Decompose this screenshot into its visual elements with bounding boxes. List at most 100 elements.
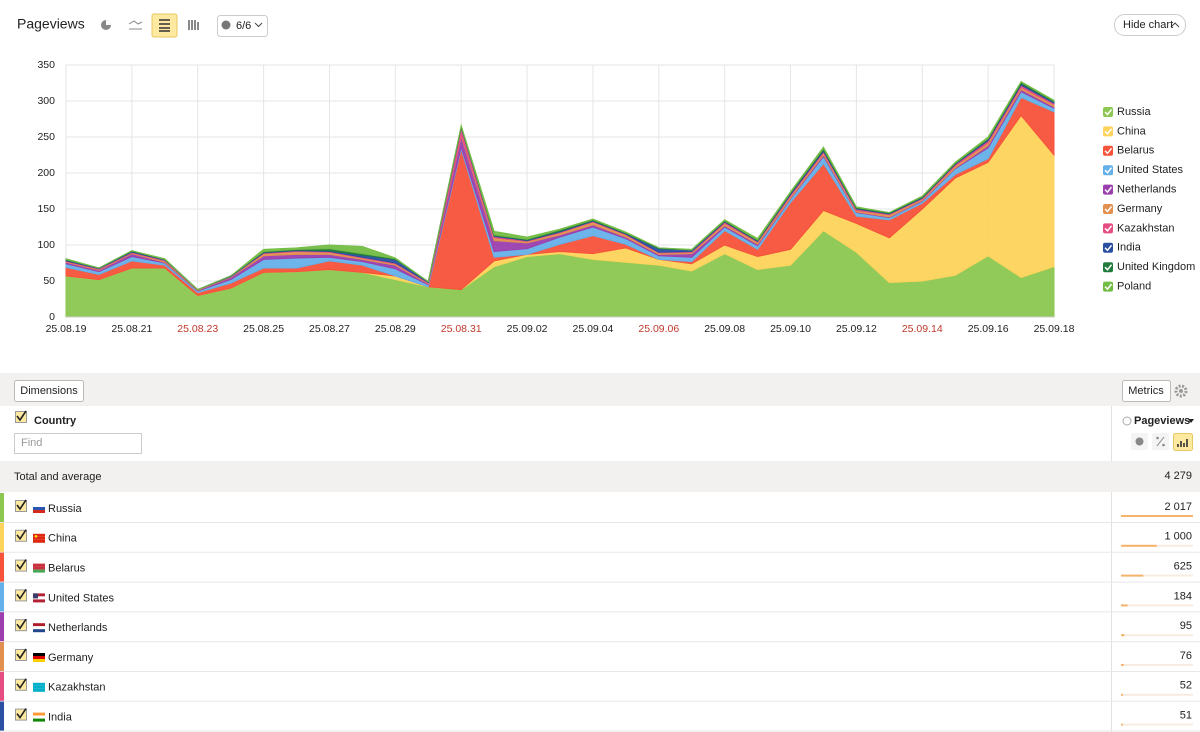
row-checkbox[interactable] [15, 678, 27, 691]
legend-item[interactable]: China [1103, 125, 1147, 137]
flag-stripe [33, 563, 45, 567]
value-bar-track [1121, 544, 1193, 547]
legend-item[interactable]: United States [1103, 164, 1184, 176]
legend-item[interactable]: India [1103, 242, 1142, 254]
flag-stripe [33, 566, 45, 570]
dimensions-button[interactable] [14, 380, 84, 402]
checkbox-box [15, 708, 27, 721]
legend-label: India [1117, 242, 1142, 254]
x-tick-label: 25.08.27 [309, 323, 350, 335]
table-row: Russia 2 017 [0, 493, 1200, 523]
checkbox-check [16, 708, 27, 719]
legend-swatch [1103, 281, 1113, 292]
legend-swatch [1103, 145, 1113, 156]
checkbox-check [16, 529, 27, 541]
metric-view-bars[interactable] [1173, 433, 1193, 451]
segments-count: 6/6 [236, 20, 251, 32]
flag-stripe [33, 682, 45, 686]
x-tick-label: 25.09.14 [902, 323, 943, 335]
value-bar [1121, 634, 1125, 637]
legend-check [1104, 206, 1113, 213]
row-checkbox[interactable] [15, 588, 27, 602]
metrics-button[interactable] [1122, 380, 1171, 402]
flag-stripe [33, 653, 45, 656]
flag-stripe [33, 507, 45, 510]
x-tick-label: 25.09.04 [572, 323, 613, 335]
table-row: United States 184 [0, 582, 1200, 613]
row-checkbox[interactable] [15, 499, 27, 512]
search-placeholder: Find [21, 437, 42, 449]
flag-stripe [33, 685, 45, 689]
legend-item[interactable]: Germany [1103, 203, 1163, 215]
metric-view-pie[interactable] [1131, 433, 1148, 450]
country-name: Kazakhstan [48, 682, 105, 694]
legend-item[interactable]: Russia [1103, 106, 1152, 118]
x-tick-label: 25.08.23 [177, 323, 218, 335]
x-tick-label: 25.08.31 [441, 323, 482, 335]
checkbox-box [15, 619, 27, 632]
total-value: 4 279 [1164, 470, 1192, 482]
value-bar-track [1121, 604, 1193, 607]
y-tick-label: 250 [37, 131, 55, 143]
segments-dropdown[interactable] [217, 15, 268, 37]
info-icon[interactable] [1122, 416, 1132, 426]
legend-item[interactable]: United Kingdom [1103, 261, 1195, 273]
dimension-checkbox[interactable] [15, 410, 27, 423]
legend-item[interactable]: Kazakhstan [1103, 222, 1174, 234]
checkbox-box [15, 589, 27, 602]
value-bar-track [1121, 664, 1193, 666]
row-checkbox[interactable] [15, 648, 27, 661]
row-color-stripe [0, 701, 4, 731]
row-checkbox[interactable] [15, 529, 27, 542]
legend-item[interactable]: Poland [1103, 281, 1151, 293]
table-row: Germany 76 [0, 642, 1200, 672]
row-checkbox[interactable] [15, 559, 27, 572]
value-bar [1121, 574, 1144, 577]
legend-check [1104, 109, 1113, 116]
title: Pageviews [17, 16, 85, 32]
value-bar-track [1121, 723, 1193, 726]
checkbox-box [15, 559, 27, 572]
hide-chart-button[interactable] [1114, 14, 1186, 36]
metric-view-percent[interactable] [1152, 433, 1169, 450]
settings-gear[interactable] [1174, 384, 1188, 398]
flag-stripe [33, 659, 45, 662]
row-color-stripe [0, 493, 4, 522]
chart-type-stacked[interactable] [151, 13, 178, 38]
chart-type-column[interactable] [188, 20, 199, 30]
legend-label: Kazakhstan [1117, 222, 1174, 234]
row-value: 1 000 [1164, 531, 1192, 543]
flag-stripe [33, 593, 45, 597]
value-bar-track [1121, 634, 1193, 637]
sort-arrow[interactable] [1188, 419, 1194, 423]
total-label: Total and average [14, 471, 101, 483]
total-row [0, 461, 1200, 492]
hide-chart-label: Hide chart [1123, 19, 1173, 31]
country-name: China [48, 533, 78, 545]
legend-swatch [1103, 184, 1113, 195]
row-checkbox[interactable] [15, 708, 27, 721]
country-name: United States [48, 592, 115, 604]
y-tick-label: 300 [37, 95, 55, 107]
flag-canton [33, 593, 38, 599]
row-checkbox[interactable] [15, 618, 27, 632]
legend-label: United States [1117, 164, 1184, 176]
country-name: Germany [48, 652, 94, 664]
table-row: Kazakhstan 52 [0, 671, 1200, 702]
search-input[interactable] [14, 433, 142, 454]
checkbox-check [16, 678, 27, 690]
legend-item[interactable]: Netherlands [1103, 184, 1177, 196]
legend-swatch [1103, 107, 1113, 117]
value-bar [1121, 693, 1123, 696]
legend-swatch [1103, 242, 1113, 253]
table-row: China 1 000 [0, 522, 1200, 553]
flag-stripe [33, 596, 45, 600]
chart-type-pie[interactable] [101, 20, 111, 30]
chart-type-line[interactable] [128, 20, 143, 30]
legend-label: Netherlands [1117, 184, 1177, 196]
legend-item[interactable]: Belarus [1103, 145, 1155, 157]
metric-name: Pageviews [1134, 415, 1190, 427]
row-value: 625 [1174, 561, 1192, 573]
